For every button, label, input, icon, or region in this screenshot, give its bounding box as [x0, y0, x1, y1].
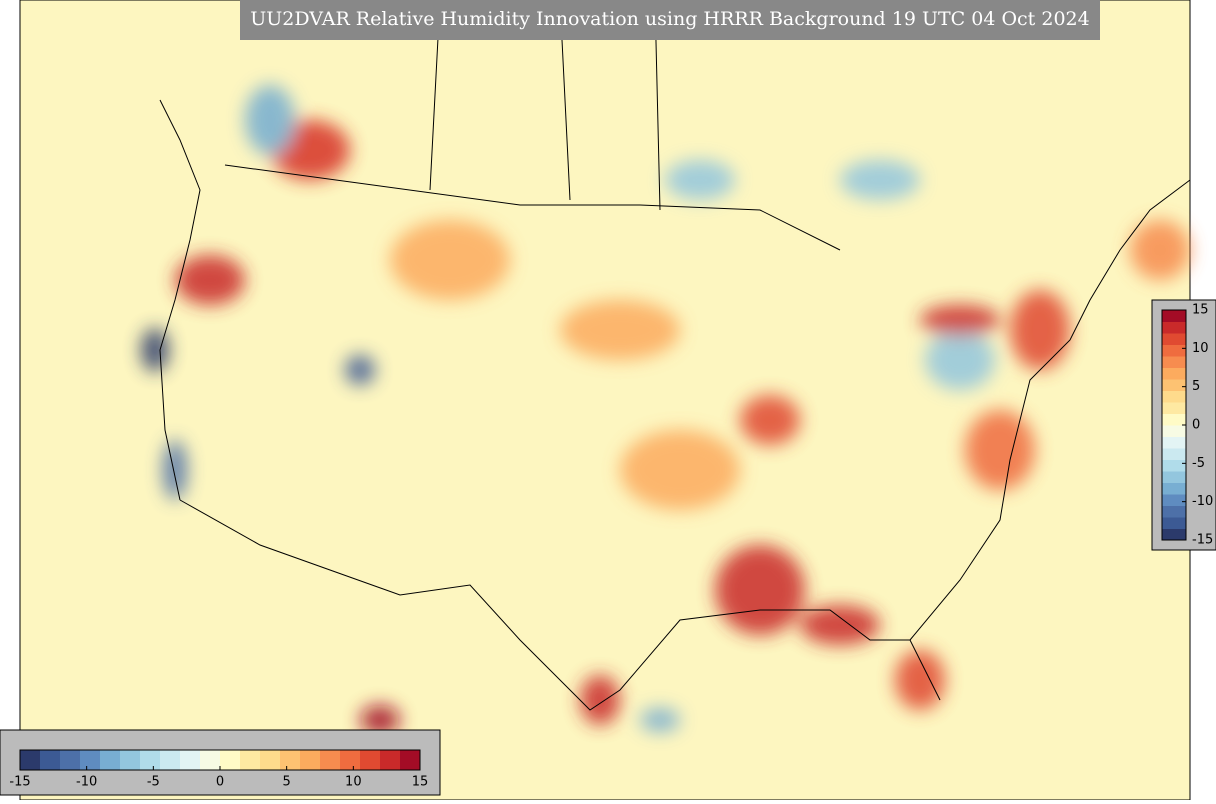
colorbar-band	[1162, 459, 1186, 472]
colorbar-band	[1162, 413, 1186, 426]
colorbar-band	[60, 750, 81, 770]
colorbar-band	[1162, 528, 1186, 541]
colorbar-band	[1162, 471, 1186, 483]
colorbar-band	[200, 750, 221, 770]
colorbar-tick-label: 5	[283, 775, 291, 790]
colorbar-band	[1162, 425, 1186, 437]
colorbar-band	[40, 750, 61, 770]
colorbar-band	[1162, 321, 1186, 334]
colorbar-band	[1162, 448, 1186, 460]
colorbar-band	[100, 750, 121, 770]
colorbar-band	[400, 750, 421, 770]
colorbar-tick-label: 10	[1192, 341, 1209, 356]
colorbar-tick-label: 15	[1192, 303, 1209, 318]
colorbar-band	[180, 750, 201, 770]
colorbar-band	[1162, 436, 1186, 449]
colorbar-band	[1162, 379, 1186, 391]
colorbar-band	[1162, 517, 1186, 529]
colorbar-tick-label: -10	[1192, 494, 1213, 509]
colorbar-band	[140, 750, 161, 770]
colorbar-tick-label: -5	[147, 775, 160, 790]
colorbar-band	[260, 750, 281, 770]
boundaries	[159, 0, 1191, 711]
colorbar-tick-label: -5	[1192, 456, 1205, 471]
colorbar-band	[1162, 333, 1186, 345]
title-box	[240, 0, 1100, 40]
colorbar-band	[320, 750, 341, 770]
map-title: UU2DVAR Relative Humidity Innovation usi…	[250, 8, 1089, 30]
colorbar-tick-label: -10	[76, 775, 97, 790]
colorbar-band	[340, 750, 361, 770]
colorbar-band	[1162, 505, 1186, 518]
colorbar-band	[280, 750, 301, 770]
colorbar-band	[1162, 402, 1186, 414]
colorbar-tick-label: 0	[216, 775, 224, 790]
colorbar-band	[1162, 310, 1186, 322]
colorbar-band	[380, 750, 401, 770]
colorbar-tick-label: -15	[1192, 533, 1213, 548]
colorbar-band	[20, 750, 41, 770]
colorbar-band	[160, 750, 181, 770]
colorbar-band	[360, 750, 381, 770]
colorbar-band	[1162, 344, 1186, 357]
colorbar-band	[1162, 390, 1186, 403]
colorbar-band	[240, 750, 261, 770]
colorbar-tick-label: 15	[412, 775, 429, 790]
colorbar-tick-label: -15	[9, 775, 30, 790]
colorbar-band	[1162, 356, 1186, 368]
colorbar-tick-label: 5	[1192, 379, 1200, 394]
colorbar-band	[120, 750, 141, 770]
map-background	[19, 0, 1191, 801]
colorbar-band	[220, 750, 241, 770]
colorbar-band	[1162, 482, 1186, 495]
colorbar-band	[1162, 367, 1186, 380]
colorbar-tick-label: 10	[345, 775, 362, 790]
colorbar-tick-label: 0	[1192, 418, 1200, 433]
colorbar-band	[80, 750, 101, 770]
colorbar-band	[300, 750, 321, 770]
colorbar-band	[1162, 494, 1186, 506]
